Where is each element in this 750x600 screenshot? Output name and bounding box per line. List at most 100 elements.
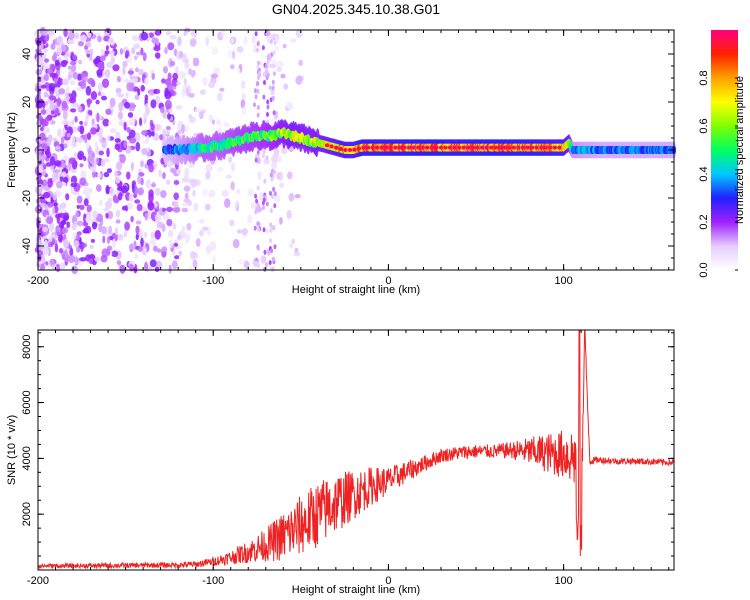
spectrogram-noise-cell bbox=[232, 50, 236, 60]
spectrogram-noise-cell bbox=[266, 99, 270, 105]
spectrogram-ridge-peak bbox=[406, 145, 412, 150]
spectrogram-noise-cell bbox=[188, 92, 195, 98]
spectrogram-noise-cell bbox=[87, 32, 92, 38]
spectrogram-noise-cell bbox=[144, 77, 149, 85]
spectrogram-xtick-label: -100 bbox=[202, 275, 224, 287]
spectrogram-noise-cell bbox=[111, 250, 119, 258]
spectrogram-noise-cell bbox=[168, 264, 172, 274]
spectrogram-noise-cell bbox=[108, 187, 115, 197]
spectrogram-noise-cell bbox=[164, 130, 171, 136]
spectrogram-noise-cell bbox=[293, 251, 301, 257]
spectrogram-noise-cell bbox=[90, 127, 97, 135]
spectrogram-noise-cell bbox=[171, 260, 178, 270]
spectrogram-noise-cell bbox=[182, 58, 190, 63]
spectrogram-noise-cell bbox=[119, 154, 126, 164]
spectrogram-noise-cell bbox=[130, 215, 134, 223]
spectrogram-ridge-peak bbox=[470, 145, 476, 150]
spectrogram-noise-cell bbox=[118, 120, 125, 126]
spectrogram-noise-cell bbox=[41, 29, 47, 36]
spectrogram-noise-cell bbox=[133, 55, 138, 61]
spectrogram-noise-cell bbox=[199, 229, 204, 237]
spectrogram-noise-cell bbox=[115, 87, 122, 94]
spectrogram-noise-cell bbox=[140, 160, 144, 168]
spectrogram-noise-cell bbox=[40, 108, 47, 115]
spectrogram-noise-cell bbox=[265, 155, 269, 161]
spectrogram-noise-cell bbox=[73, 239, 80, 248]
spectrogram-noise-cell bbox=[101, 95, 107, 101]
spectrogram-noise-layer bbox=[34, 26, 304, 275]
spectrogram-ridge-peak bbox=[452, 145, 457, 150]
spectrogram-noise-cell bbox=[54, 160, 62, 167]
spectrogram-noise-cell bbox=[243, 35, 248, 45]
spectrogram-noise-cell bbox=[162, 128, 166, 138]
spectrogram-ridge-peak bbox=[347, 148, 353, 152]
spectrogram-noise-cell bbox=[269, 222, 273, 228]
spectrogram-noise-cell bbox=[39, 263, 46, 271]
spectrogram-noise-cell bbox=[255, 81, 259, 87]
spectrogram-noise-cell bbox=[272, 110, 276, 116]
spectrogram-noise-cell bbox=[256, 226, 260, 232]
spectrogram-ridge-peak bbox=[420, 145, 425, 150]
snr-frame bbox=[37, 329, 675, 571]
spectrogram-noise-cell bbox=[110, 57, 116, 64]
spectrogram-noise-cell bbox=[254, 157, 258, 163]
spectrogram-noise-cell bbox=[263, 256, 267, 262]
spectrogram-noise-cell bbox=[127, 202, 133, 210]
spectrogram-noise-cell bbox=[149, 259, 157, 268]
spectrogram-noise-cell bbox=[136, 203, 143, 212]
spectrogram-ridge-peak bbox=[434, 145, 439, 150]
spectrogram-noise-cell bbox=[60, 162, 67, 169]
spectrogram-noise-cell bbox=[130, 161, 134, 171]
spectrogram-noise-cell bbox=[164, 47, 168, 55]
spectrogram-noise-cell bbox=[195, 238, 201, 247]
spectrogram-noise-cell bbox=[59, 262, 64, 271]
spectrogram-noise-cell bbox=[254, 193, 258, 199]
spectrogram-noise-cell bbox=[153, 89, 158, 94]
spectrogram-noise-cell bbox=[62, 59, 69, 65]
spectrogram-noise-cell bbox=[208, 114, 213, 123]
spectrogram-noise-cell bbox=[144, 103, 149, 110]
spectrogram-noise-cell bbox=[269, 172, 273, 178]
spectrogram-noise-cell bbox=[133, 76, 139, 83]
spectrogram-noise-cell bbox=[219, 87, 225, 92]
spectrogram-noise-cell bbox=[52, 192, 58, 201]
colorbar-ticks: 0.0 0.2 0.4 0.6 0.8 bbox=[698, 70, 738, 278]
spectrogram-noise-cell bbox=[144, 94, 149, 102]
spectrogram-noise-cell bbox=[105, 108, 112, 115]
spectrogram-noise-cell bbox=[272, 169, 276, 175]
spectrogram-noise-cell bbox=[70, 108, 77, 113]
spectrogram-noise-cell bbox=[236, 67, 241, 74]
spectrogram-noise-cell bbox=[87, 99, 91, 108]
spectrogram-noise-cell bbox=[150, 231, 155, 239]
spectrogram-noise-cell bbox=[138, 228, 144, 239]
spectrogram-noise-cell bbox=[210, 73, 219, 79]
spectrogram-ridge-peak bbox=[502, 145, 507, 150]
spectrogram-noise-cell bbox=[216, 119, 221, 126]
spectrogram-noise-cell bbox=[152, 245, 158, 252]
spectrogram-noise-cell bbox=[115, 219, 121, 224]
spectrogram-noise-cell bbox=[153, 45, 161, 52]
spectrogram-noise-cell bbox=[280, 73, 286, 79]
spectrogram-noise-cell bbox=[108, 225, 113, 236]
spectrogram-noise-cell bbox=[202, 188, 208, 197]
spectrogram-noise-cell bbox=[151, 37, 158, 44]
spectrogram-noise-cell bbox=[175, 105, 183, 110]
spectrogram-noise-cell bbox=[47, 201, 54, 208]
spectrogram-noise-cell bbox=[184, 167, 190, 178]
spectrogram-noise-cell bbox=[59, 233, 63, 243]
spectrogram-noise-cell bbox=[78, 40, 84, 47]
spectrogram-noise-cell bbox=[53, 137, 57, 142]
spectrogram-noise-cell bbox=[134, 199, 141, 204]
spectrogram-noise-cell bbox=[125, 50, 130, 58]
spectrogram-noise-cell bbox=[41, 142, 48, 152]
spectrogram-noise-cell bbox=[150, 99, 157, 109]
spectrogram-noise-cell bbox=[263, 178, 267, 184]
spectrogram-noise-cell bbox=[54, 77, 58, 84]
spectrogram-noise-cell bbox=[231, 162, 235, 172]
spectrogram-noise-cell bbox=[273, 191, 277, 197]
spectrogram-noise-cell bbox=[217, 92, 223, 102]
spectrogram-noise-cell bbox=[60, 136, 65, 145]
spectrogram-noise-cell bbox=[79, 257, 87, 262]
spectrogram-ridge-layer bbox=[161, 118, 677, 166]
